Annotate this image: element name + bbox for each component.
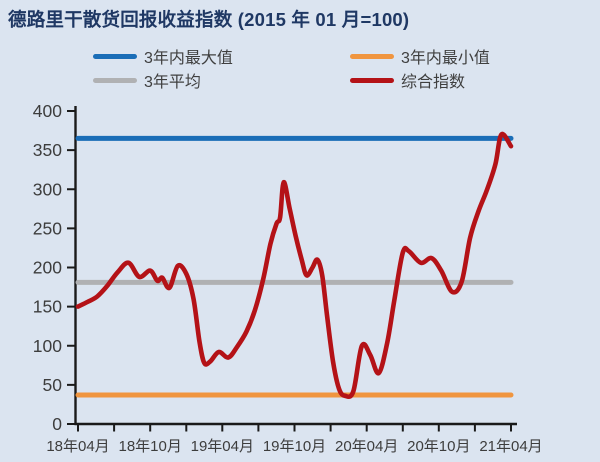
legend-item-avg: 3年平均 — [93, 71, 201, 91]
y-tick-label: 100 — [33, 336, 62, 356]
legend-item-max: 3年内最大值 — [93, 47, 233, 67]
legend-label-avg: 3年平均 — [144, 74, 201, 91]
index-line — [75, 131, 514, 400]
y-tick-label: 400 — [33, 101, 62, 121]
y-tick-label: 0 — [52, 414, 62, 434]
legend-item-min: 3年内最小值 — [350, 47, 490, 67]
x-tick-label: 19年04月 — [191, 438, 254, 455]
x-tick-label: 21年04月 — [479, 438, 542, 455]
legend-swatch-min — [350, 53, 394, 59]
legend-label-max: 3年内最大值 — [144, 50, 233, 67]
legend-swatch-avg — [93, 77, 137, 83]
x-tick-label: 20年04月 — [335, 438, 398, 455]
x-tick-label: 18年10月 — [119, 438, 182, 455]
chart-title: 德路里干散货回报收益指数 (2015 年 01 月=100) — [8, 9, 410, 30]
x-tick-label: 18年04月 — [46, 438, 109, 455]
legend-item-index: 综合指数 — [350, 71, 466, 91]
legend-swatch-max — [93, 53, 137, 59]
y-tick-label: 300 — [33, 179, 62, 199]
y-tick-label: 150 — [33, 297, 62, 317]
y-tick-label: 50 — [43, 375, 63, 395]
y-tick-label: 200 — [33, 258, 62, 278]
x-tick-label: 20年10月 — [407, 438, 470, 455]
x-tick-label: 19年10月 — [263, 438, 326, 455]
y-tick-label: 350 — [33, 140, 62, 160]
y-tick-label: 250 — [33, 218, 62, 238]
legend-swatch-index — [350, 77, 394, 83]
legend-label-index: 综合指数 — [401, 74, 466, 91]
legend-label-min: 3年内最小值 — [401, 50, 490, 67]
